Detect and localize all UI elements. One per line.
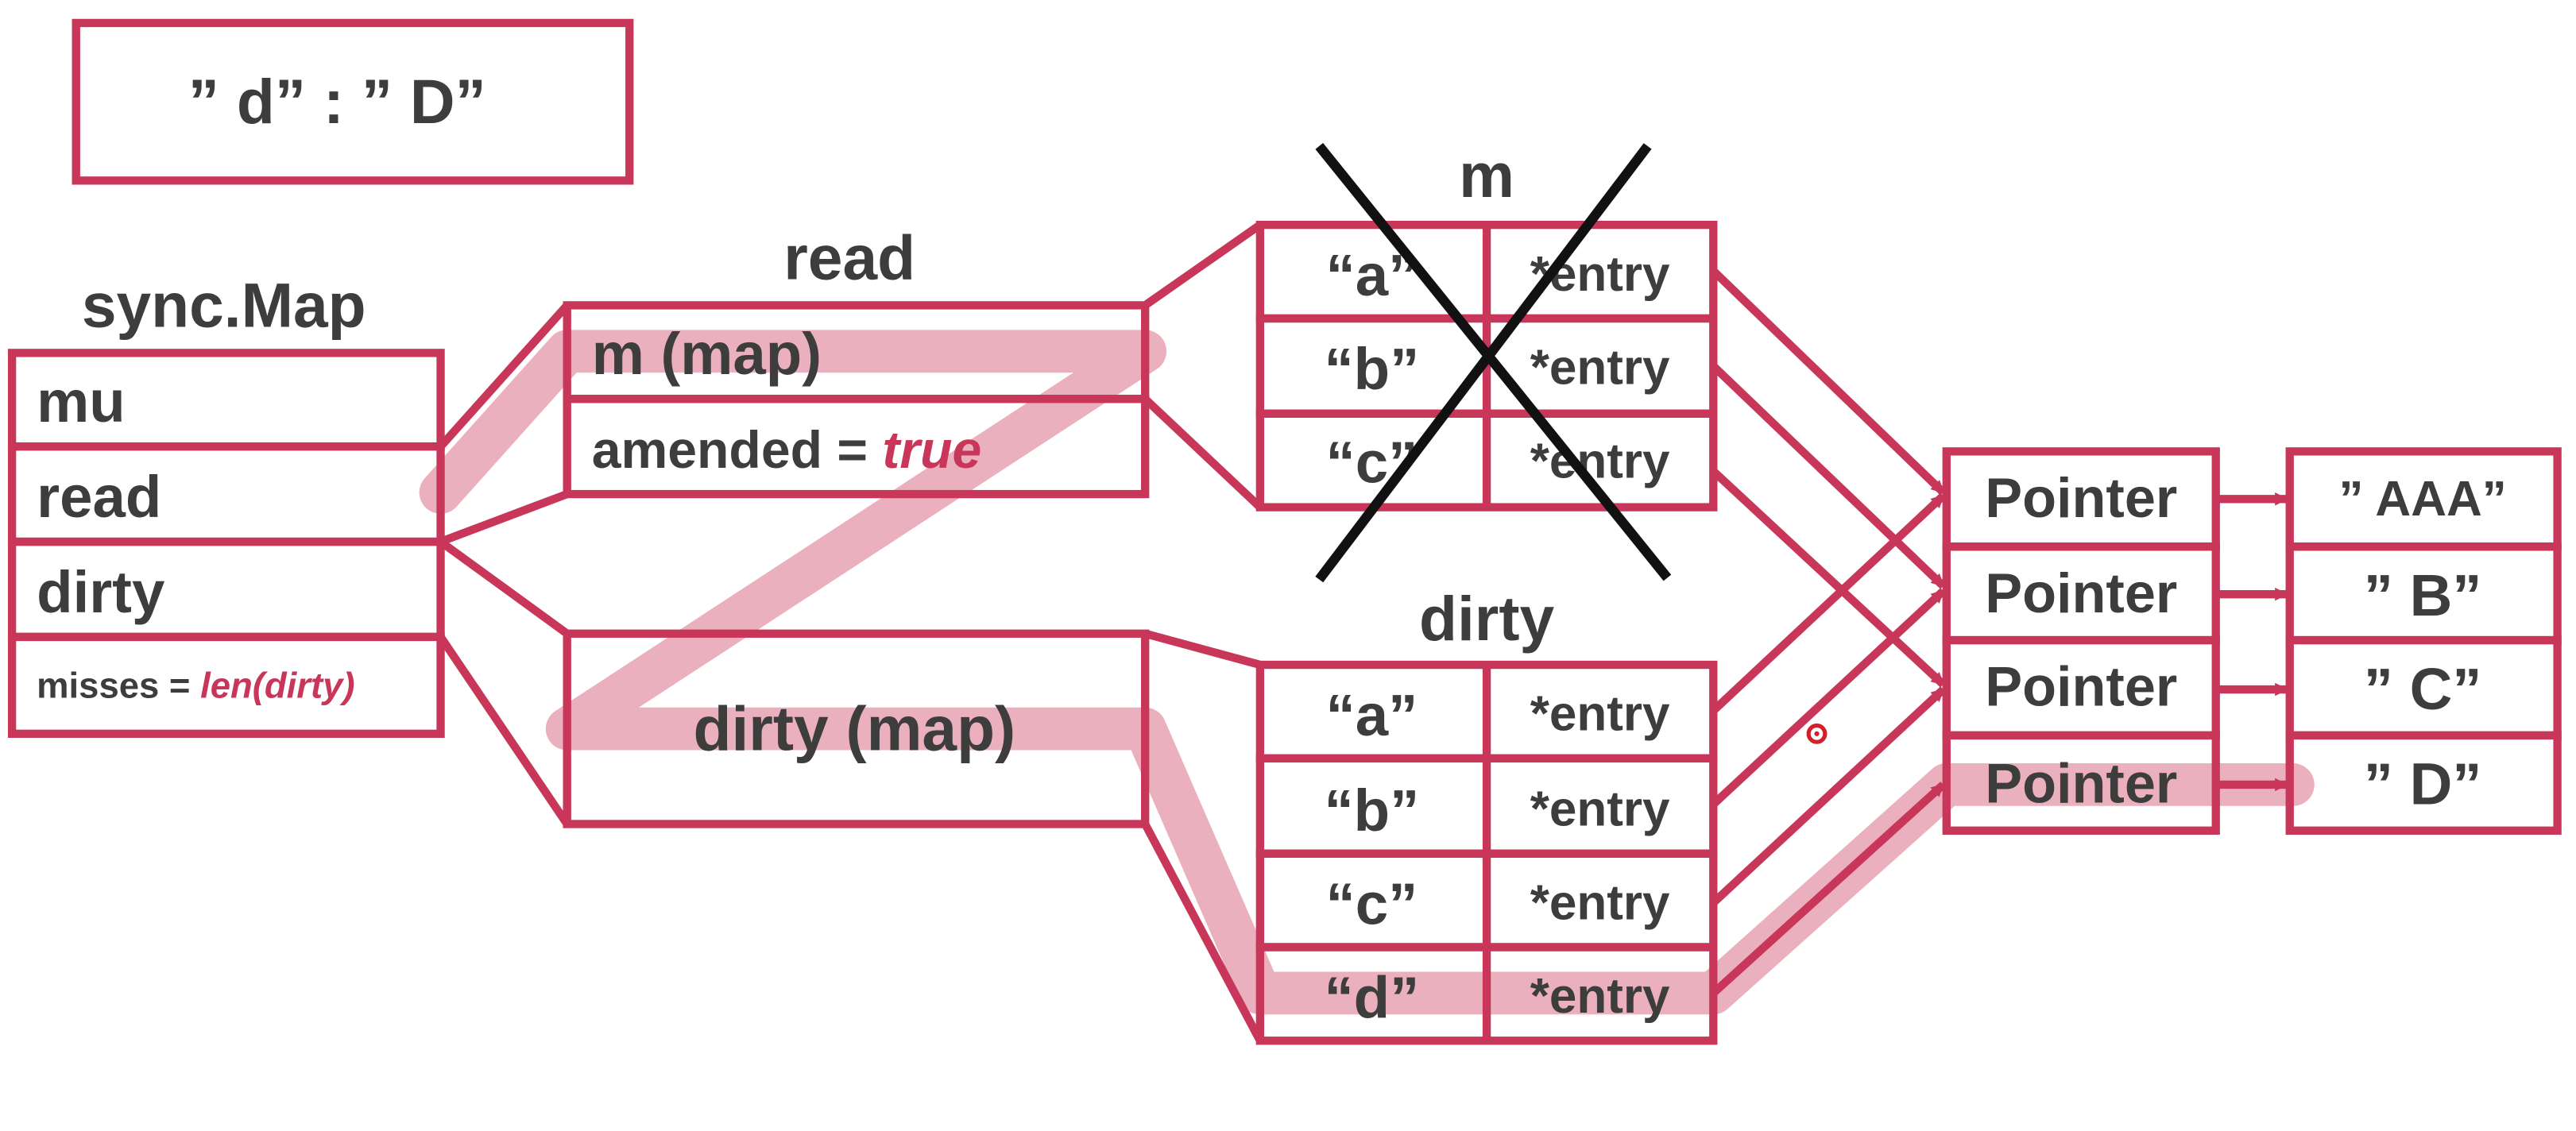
m-map-cross-out [1315, 143, 1672, 583]
read-field-amended [563, 395, 1150, 499]
arrow-dirty-d [1710, 782, 1947, 997]
dirty-map-title: dirty [1419, 584, 1554, 654]
pointer-value-arrows [2215, 492, 2288, 792]
map-connectors [1141, 221, 1264, 1043]
connector-dirty-map-bottom [1141, 822, 1264, 1043]
connector-dirty-map-top [1143, 629, 1262, 670]
amended-label: amended = [592, 421, 883, 480]
connector-dirty-bottom [437, 635, 571, 827]
arrow-m-b [1710, 363, 1947, 589]
new-entry-box [72, 18, 634, 185]
m-key-b: “b” [1324, 336, 1419, 402]
entry-pointer-arrows [1710, 268, 1947, 997]
dirty-value-c: *entry [1530, 875, 1670, 930]
m-value-b: *entry [1530, 341, 1670, 396]
connector-read-top [437, 302, 571, 450]
pointer-label-4: Pointer [1985, 752, 2177, 815]
cursor-marker [1806, 723, 1828, 744]
arrow-m-a [1710, 268, 1947, 496]
cross-line-2 [1315, 143, 1652, 583]
connector-m-top [1143, 221, 1263, 309]
value-label-1: ” AAA” [2339, 472, 2507, 527]
connector-read-bottom [439, 490, 569, 546]
dirty-value-d: *entry [1530, 969, 1670, 1024]
value-label-3: ” C” [2364, 656, 2482, 722]
dirty-map-box [563, 629, 1150, 828]
cross-line-1 [1315, 143, 1672, 581]
read-struct-title: read [783, 222, 915, 292]
m-map-title: m [1459, 141, 1514, 210]
pointer-label-3: Pointer [1985, 655, 2177, 718]
value-column [2285, 447, 2562, 835]
value-label-2: ” B” [2364, 562, 2482, 628]
sync-map-field-misses [7, 632, 445, 739]
field-label-mu: mu [37, 369, 126, 434]
sync-map-title: sync.Map [82, 270, 366, 340]
misses-value: len(dirty) [200, 665, 354, 705]
pointer-label-1: Pointer [1985, 466, 2177, 529]
misses-field: misses = len(dirty) [37, 665, 354, 705]
read-amended: amended = true [592, 421, 982, 480]
value-label-4: ” D” [2364, 751, 2482, 817]
arrow-dirty-b [1710, 588, 1947, 808]
field-label-read: read [37, 464, 161, 530]
arrow-m-c [1710, 468, 1947, 688]
dirty-key-b: “b” [1324, 778, 1419, 843]
arrow-dirty-c [1710, 686, 1947, 906]
misses-label: misses = [37, 665, 200, 705]
value-box-4 [2285, 731, 2562, 835]
struct-connectors [437, 302, 571, 827]
field-label-dirty: dirty [37, 559, 164, 625]
new-entry-text: ” d” : ” D” [188, 67, 486, 137]
read-m-label: m (map) [592, 321, 822, 387]
cursor-marker-dot [1814, 731, 1820, 736]
m-value-c: *entry [1530, 434, 1670, 488]
dirty-value-b: *entry [1530, 782, 1670, 837]
dirty-value-a: *entry [1530, 687, 1670, 742]
pointer-label-2: Pointer [1985, 562, 2177, 624]
amended-value: true [882, 421, 981, 480]
sync-map-struct [7, 349, 445, 739]
dirty-key-d: “d” [1324, 964, 1419, 1030]
arrow-dirty-a [1710, 492, 1947, 714]
connector-m-bottom [1142, 396, 1263, 511]
dirty-key-c: “c” [1326, 871, 1418, 937]
dirty-key-a: “a” [1326, 682, 1418, 748]
dirty-map-label: dirty (map) [694, 694, 1016, 764]
connector-dirty-top [438, 538, 570, 637]
